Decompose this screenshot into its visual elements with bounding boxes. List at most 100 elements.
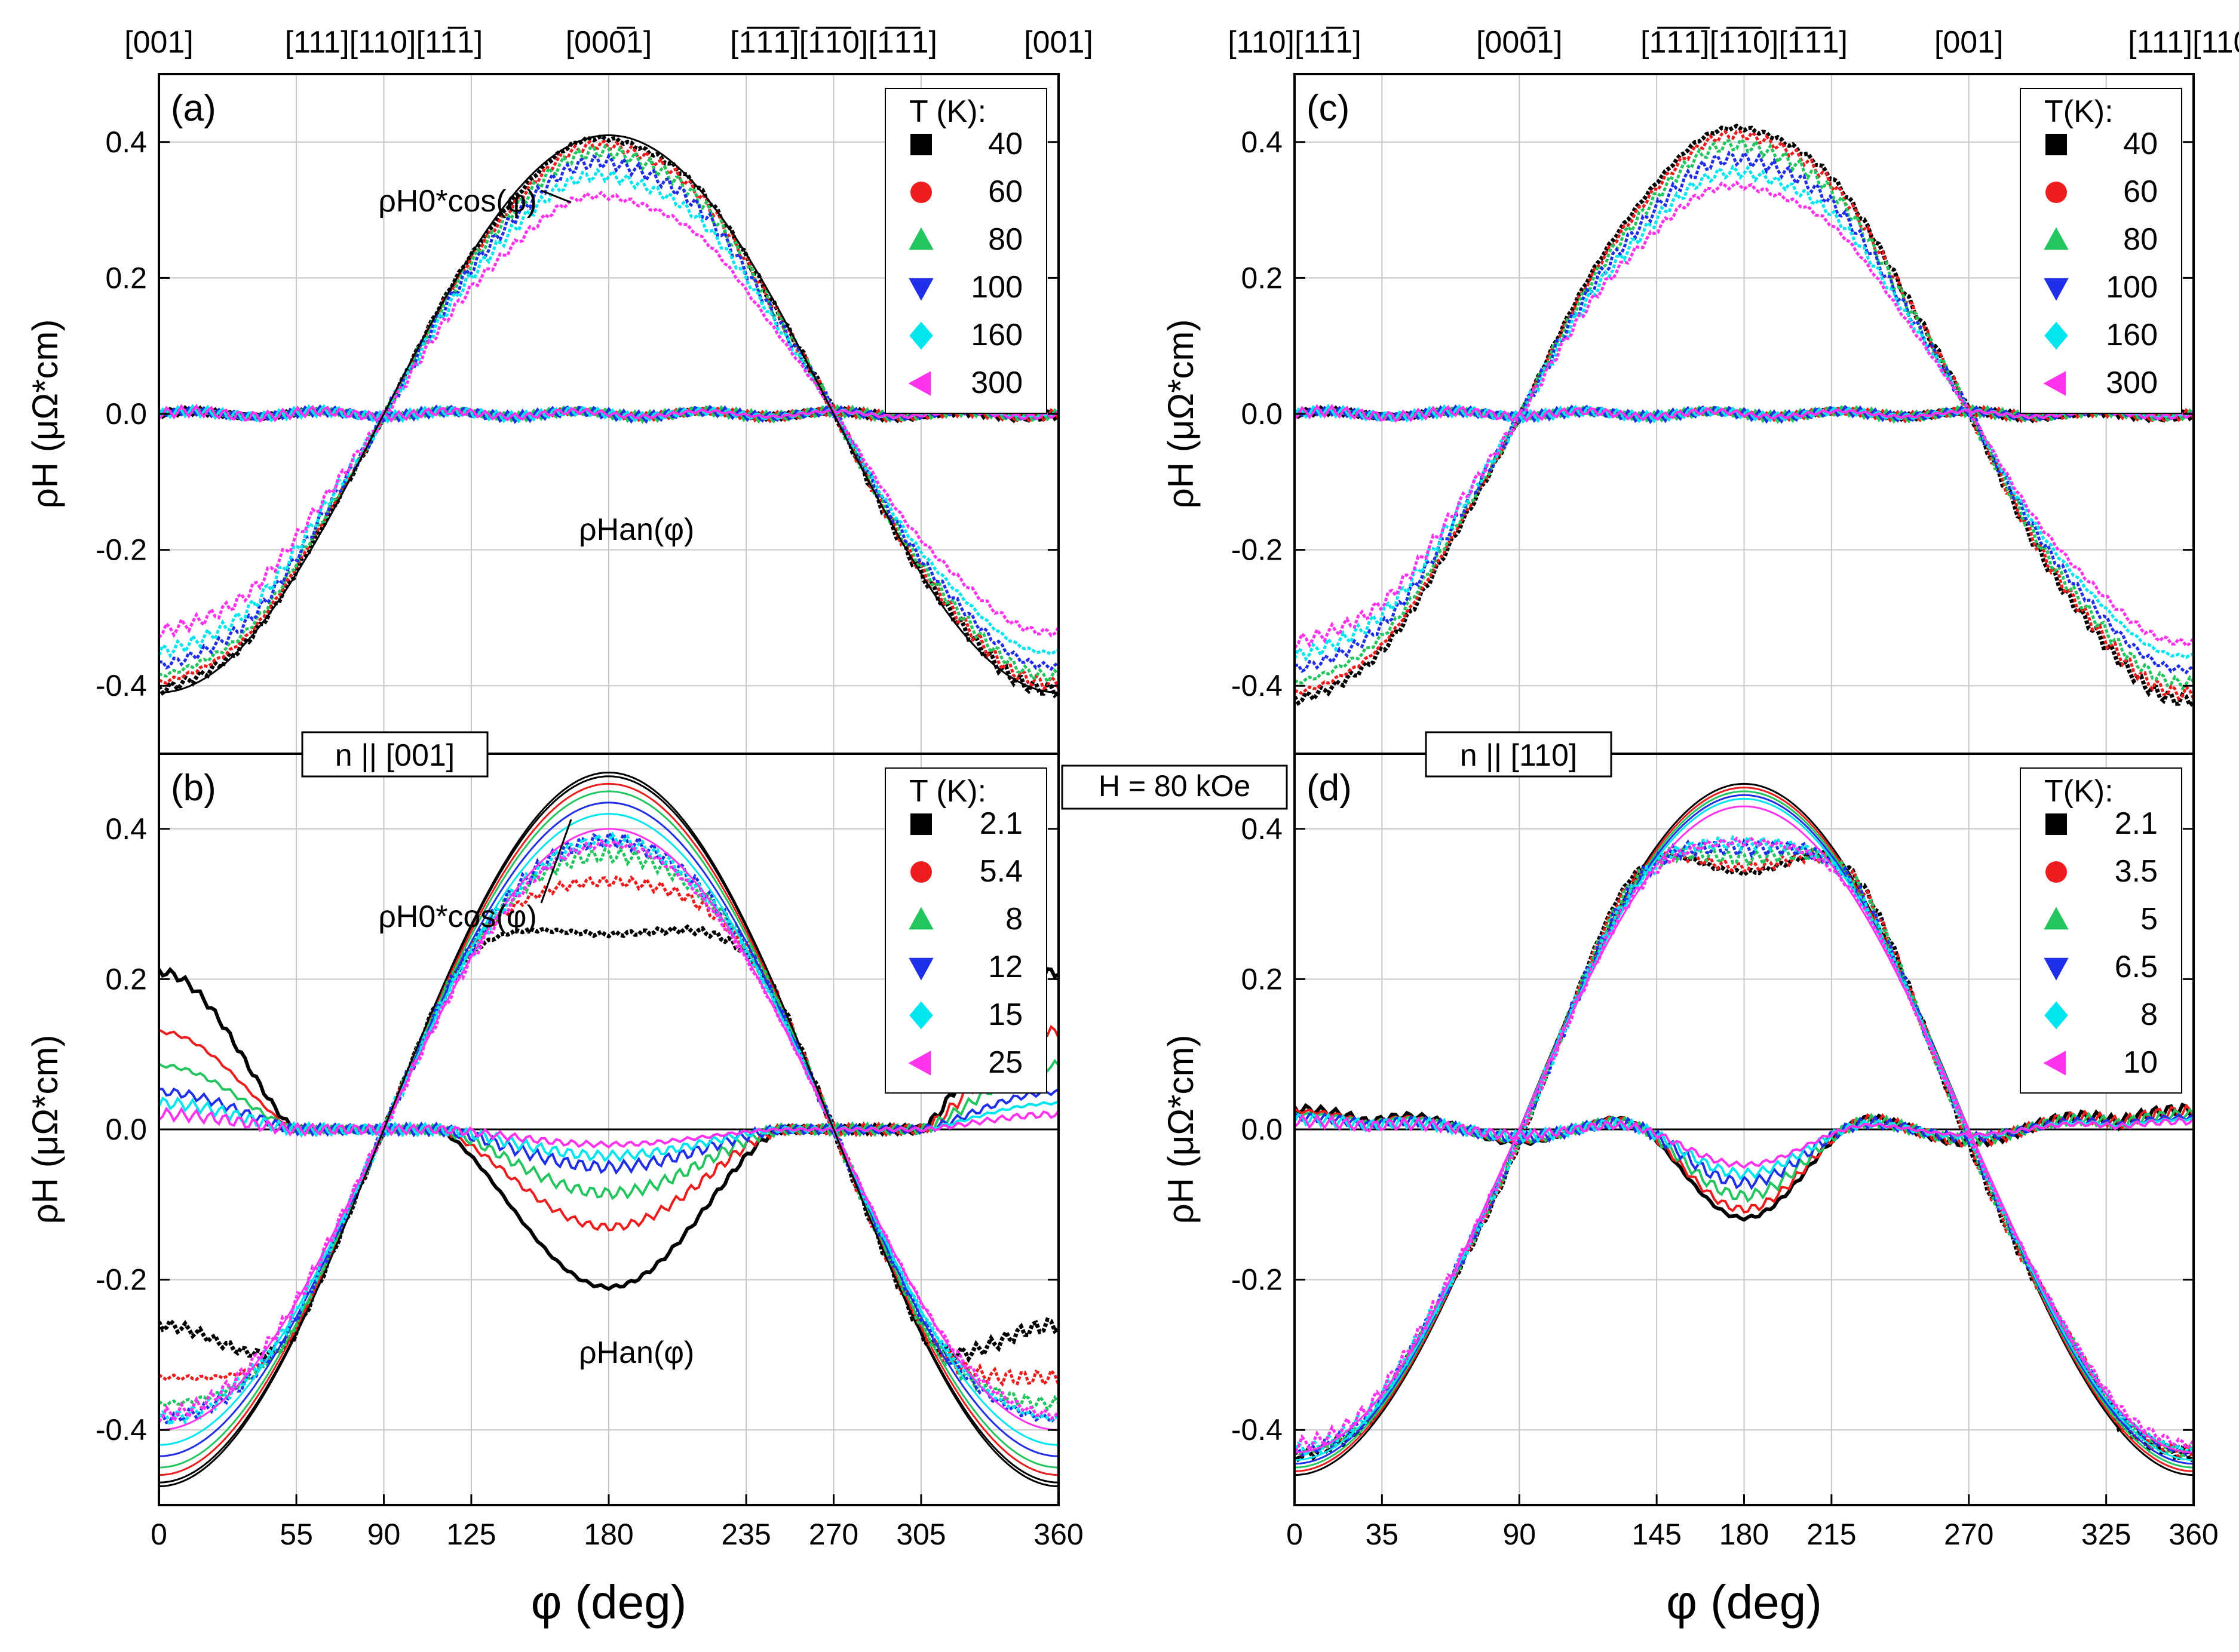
x-tick-label: 180 bbox=[1719, 1518, 1769, 1551]
y-tick-label: 0.4 bbox=[1241, 812, 1283, 846]
orientation-box bbox=[301, 731, 489, 778]
y-tick-label: -0.2 bbox=[1231, 533, 1283, 567]
top-direction-label: [110][11̅1] bbox=[1228, 25, 1361, 60]
legend-label-10: 10 bbox=[2123, 1045, 2158, 1080]
legend-label-5: 5 bbox=[2140, 902, 2158, 936]
panels-layer: -0.4 -0.2 0.0 0.2 0.4 ρH (μΩ*cm) [001] [111][11… bbox=[25, 25, 2239, 1629]
legend-marker-6.5 bbox=[2044, 957, 2069, 981]
legend-marker-80 bbox=[2044, 227, 2069, 250]
top-direction-label: [111][110] bbox=[2128, 25, 2239, 60]
series-80-total bbox=[1295, 137, 2194, 691]
y-axis-label: ρH (μΩ*cm) bbox=[1161, 1035, 1201, 1224]
series-60-total bbox=[1295, 130, 2194, 701]
series-300-total bbox=[159, 191, 1059, 639]
annotation-anomalous: ρHan(φ) bbox=[579, 512, 694, 547]
x-axis-label: φ (deg) bbox=[531, 1576, 687, 1629]
y-tick-label: 0.0 bbox=[105, 397, 147, 431]
top-direction-label: [1̅1̅1̅][1̅1̅0][1̅1̅1] bbox=[1640, 25, 1848, 60]
x-tick-label: 270 bbox=[809, 1518, 858, 1551]
legend-label-2.1: 2.1 bbox=[980, 806, 1023, 841]
x-tick-label: 270 bbox=[1944, 1518, 1993, 1551]
legend-marker-40 bbox=[2045, 134, 2067, 155]
series-100-total bbox=[1295, 149, 2194, 675]
legend-label-2.1: 2.1 bbox=[2115, 806, 2158, 841]
y-tick-label: 0.4 bbox=[105, 812, 147, 846]
legend-label-160: 160 bbox=[971, 318, 1023, 352]
legend-marker-5 bbox=[2044, 907, 2069, 930]
legend-marker-160 bbox=[2044, 321, 2068, 350]
y-tick-label: -0.2 bbox=[96, 533, 147, 567]
y-tick-label: 0.2 bbox=[105, 261, 147, 294]
y-axis-label: ρH (μΩ*cm) bbox=[25, 320, 65, 509]
x-tick-label: 125 bbox=[446, 1518, 496, 1551]
y-tick-label: 0.0 bbox=[1241, 397, 1283, 431]
series-10-total bbox=[1295, 836, 2194, 1454]
legend-marker-300 bbox=[908, 371, 931, 396]
orientation-label: n || [001] bbox=[335, 738, 455, 773]
series-5-total bbox=[1295, 843, 2194, 1460]
y-tick-label: -0.2 bbox=[1231, 1263, 1283, 1297]
series-8-anomalous bbox=[159, 1058, 1059, 1200]
series-15-total bbox=[159, 831, 1059, 1428]
field-label-box: H = 80 kOe bbox=[1061, 764, 1288, 810]
cos-fit-line bbox=[159, 771, 1059, 1488]
series-300-anomalous bbox=[1295, 404, 2194, 423]
legend-label-8: 8 bbox=[1005, 902, 1023, 936]
y-tick-label: -0.2 bbox=[96, 1263, 147, 1297]
legend-marker-5.4 bbox=[910, 861, 932, 883]
y-axis-label: ρH (μΩ*cm) bbox=[25, 1035, 65, 1224]
annotation-anomalous: ρHan(φ) bbox=[579, 1335, 694, 1370]
series-10-anomalous bbox=[1295, 1113, 2194, 1169]
panel-label: (a) bbox=[171, 88, 216, 129]
x-tick-label: 35 bbox=[1366, 1518, 1399, 1551]
panel-b: -0.4 -0.2 0.0 0.2 0.4 ρH (μΩ*cm) 0 55 90 125 180 23… bbox=[25, 731, 1084, 1629]
data-layer bbox=[1295, 123, 2194, 709]
legend: T (K):40 60 80 100 160 300 bbox=[885, 88, 1047, 414]
y-tick-label: -0.4 bbox=[96, 669, 147, 702]
legend-marker-100 bbox=[2044, 278, 2069, 301]
y-tick-label: 0.0 bbox=[105, 1113, 147, 1146]
legend-marker-25 bbox=[908, 1051, 931, 1076]
x-axis-label: φ (deg) bbox=[1666, 1576, 1822, 1629]
legend-label-100: 100 bbox=[971, 270, 1023, 305]
top-direction-label: [000̅1] bbox=[566, 25, 652, 60]
top-direction-label: [001] bbox=[1934, 25, 2004, 60]
orientation-box bbox=[1425, 731, 1612, 778]
legend-marker-60 bbox=[910, 182, 932, 203]
panel-d: -0.4 -0.2 0.0 0.2 0.4 ρH (μΩ*cm) 0 35 90 145 180 21… bbox=[1161, 731, 2219, 1629]
x-tick-label: 90 bbox=[1502, 1518, 1536, 1551]
top-direction-label: [001] bbox=[124, 25, 194, 60]
legend-label-40: 40 bbox=[988, 127, 1023, 161]
data-layer bbox=[1295, 782, 2194, 1476]
x-tick-label: 90 bbox=[367, 1518, 401, 1551]
legend-marker-12 bbox=[909, 957, 934, 981]
data-layer bbox=[159, 771, 1059, 1488]
legend-label-12: 12 bbox=[988, 950, 1023, 984]
x-tick-label: 325 bbox=[2081, 1518, 2131, 1551]
legend-marker-2.1 bbox=[910, 813, 932, 835]
y-axis-label: ρH (μΩ*cm) bbox=[1161, 320, 1201, 509]
x-tick-label: 145 bbox=[1631, 1518, 1681, 1551]
legend-marker-2.1 bbox=[2045, 813, 2067, 835]
legend-label-300: 300 bbox=[2106, 366, 2158, 400]
legend-label-80: 80 bbox=[2123, 222, 2158, 257]
legend-marker-80 bbox=[909, 227, 934, 250]
y-tick-label: 0.0 bbox=[1241, 1113, 1283, 1146]
series-160-total bbox=[1295, 164, 2194, 662]
orientation-label: n || [110] bbox=[1460, 738, 1578, 773]
series-80-total bbox=[159, 144, 1059, 684]
x-tick-label: 0 bbox=[1286, 1518, 1303, 1551]
series-40-total bbox=[1295, 123, 2194, 709]
top-direction-label: [000̅1] bbox=[1476, 25, 1563, 60]
legend: T(K):2.1 3.5 5 6.5 8 10 bbox=[2020, 767, 2182, 1094]
legend-marker-15 bbox=[909, 1001, 933, 1030]
x-tick-label: 180 bbox=[584, 1518, 633, 1551]
legend-marker-160 bbox=[909, 321, 933, 350]
annotation-cos-leader bbox=[540, 819, 572, 904]
x-tick-label: 360 bbox=[1033, 1518, 1083, 1551]
annotation-cos-leader bbox=[541, 189, 572, 204]
y-tick-label: -0.4 bbox=[1231, 1413, 1283, 1447]
panel-a: -0.4 -0.2 0.0 0.2 0.4 ρH (μΩ*cm) [001] [111][11… bbox=[25, 25, 1093, 755]
series-300-total bbox=[1295, 180, 2194, 649]
